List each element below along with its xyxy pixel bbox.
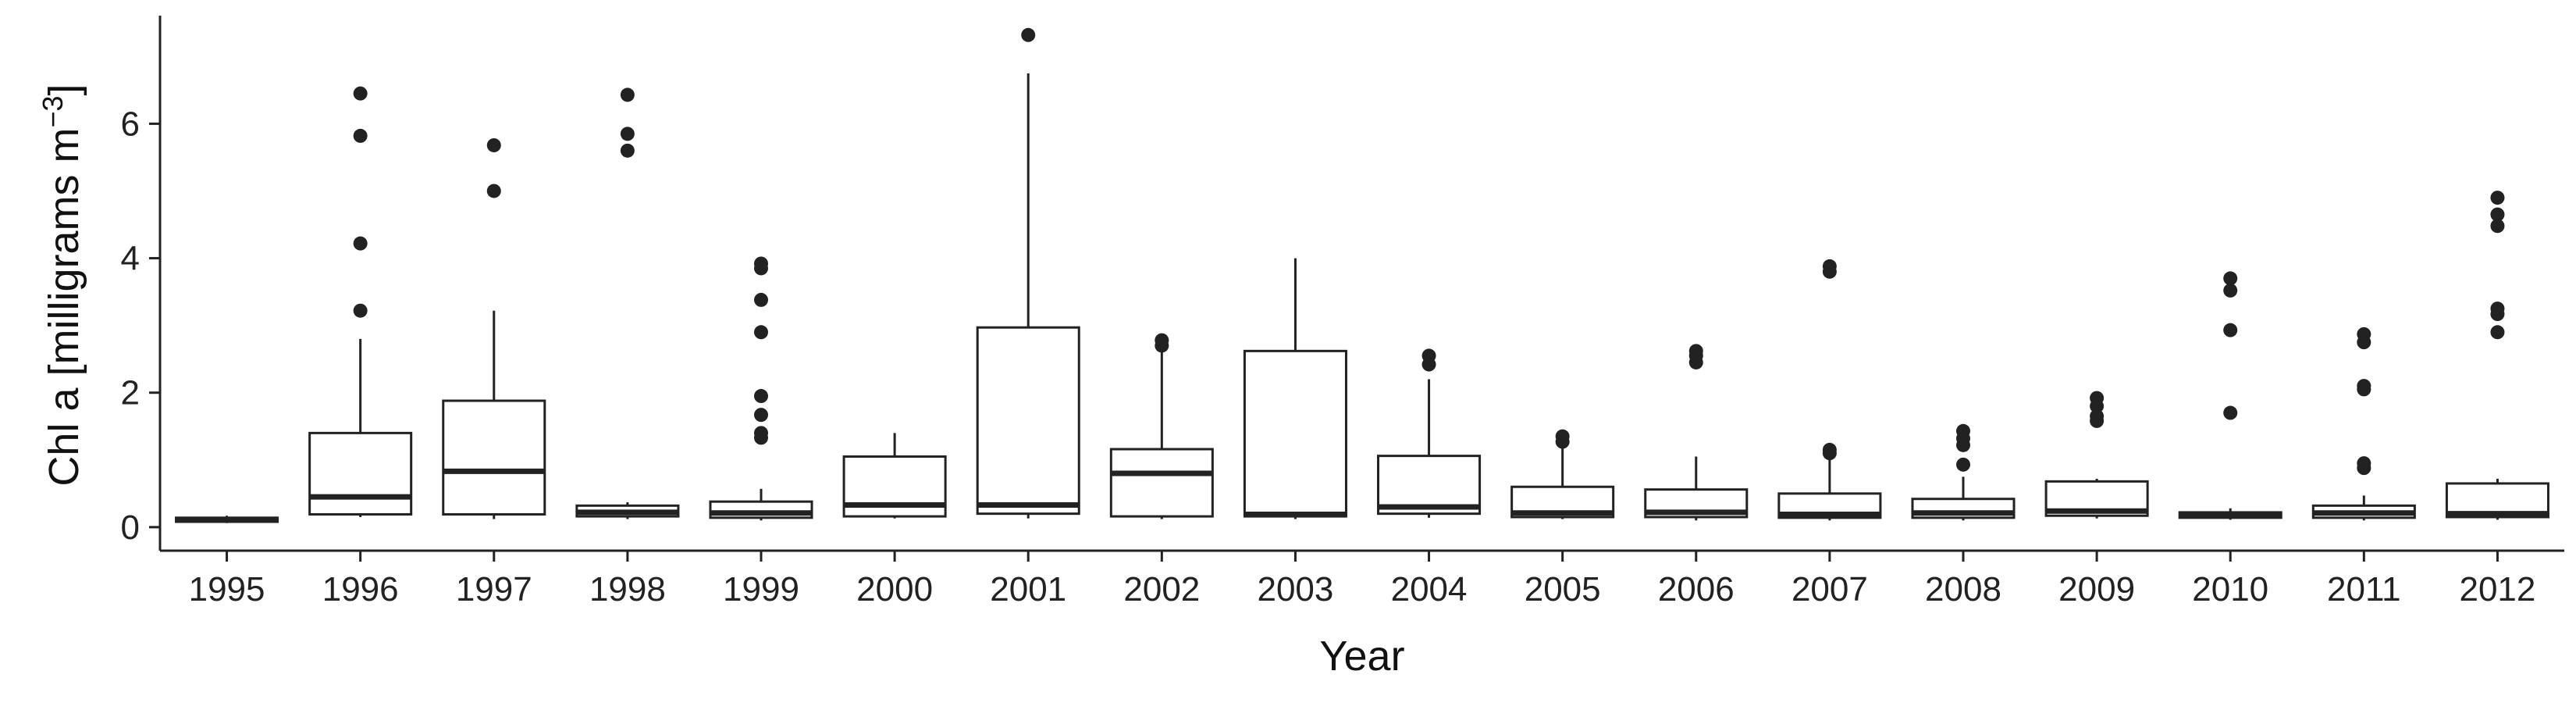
iqr-box — [1377, 455, 1482, 516]
x-tick-label: 2010 — [2192, 570, 2268, 608]
outlier-point — [2357, 456, 2371, 471]
box-2001 — [976, 27, 1080, 519]
box-1997 — [442, 137, 546, 519]
outlier-point — [486, 137, 501, 152]
outlier-point — [2090, 391, 2105, 405]
iqr-box — [976, 326, 1080, 516]
outlier-point — [2223, 283, 2238, 298]
x-tick-label: 1999 — [723, 570, 799, 608]
y-tick-label: 4 — [121, 240, 140, 278]
x-tick-label: 2003 — [1257, 570, 1333, 608]
outlier-point — [754, 256, 768, 271]
outlier-point — [2357, 379, 2371, 394]
x-tick-label: 2004 — [1391, 570, 1468, 608]
x-tick-label: 1997 — [456, 570, 532, 608]
x-tick-label: 2009 — [2058, 570, 2135, 608]
outlier-point — [353, 236, 368, 251]
x-tick-label: 1995 — [189, 570, 265, 608]
y-axis-title-end: ] — [41, 84, 87, 95]
x-tick-label: 2005 — [1525, 570, 1601, 608]
box-1995 — [175, 516, 279, 523]
y-axis-ticks: 0 2 4 6 — [121, 105, 160, 547]
box-2006 — [1644, 344, 1749, 521]
y-axis-title-superscript: −3 — [37, 95, 69, 127]
box-2011 — [2311, 327, 2416, 521]
outlier-point — [1421, 348, 1436, 363]
x-axis-title: Year — [1319, 633, 1404, 680]
iqr-box — [308, 431, 413, 516]
x-tick-label: 1998 — [589, 570, 666, 608]
outlier-point — [2490, 302, 2505, 316]
x-tick-label: 2007 — [1791, 570, 1868, 608]
outlier-point — [754, 408, 768, 423]
x-tick-label: 2011 — [2327, 570, 2401, 608]
box-2003 — [1243, 258, 1347, 519]
y-tick-label: 0 — [121, 509, 140, 547]
box-1998 — [575, 87, 680, 519]
x-tick-label: 2006 — [1658, 570, 1735, 608]
box-2004 — [1377, 348, 1482, 518]
box-1999 — [709, 256, 813, 521]
outlier-point — [754, 426, 768, 441]
y-tick-label: 6 — [121, 105, 140, 143]
iqr-box — [1109, 448, 1214, 518]
x-tick-label: 1996 — [322, 570, 399, 608]
outlier-point — [1155, 333, 1169, 348]
iqr-box — [1243, 349, 1347, 518]
outlier-point — [2090, 409, 2105, 423]
box-2009 — [2044, 391, 2149, 519]
outlier-point — [1822, 442, 1837, 457]
outlier-point — [1956, 423, 1970, 438]
box-2008 — [1911, 423, 2016, 521]
outlier-point — [2490, 191, 2505, 205]
outlier-point — [2357, 327, 2371, 341]
outlier-point — [754, 389, 768, 404]
x-tick-label: 2008 — [1925, 570, 2001, 608]
outlier-point — [1956, 457, 1970, 472]
outlier-point — [620, 143, 635, 158]
outlier-point — [1555, 429, 1570, 444]
x-axis-ticks: 1995 1996 1997 1998 1999 2000 2001 2002 2003 2004… — [189, 551, 2535, 608]
box-2007 — [1777, 259, 1882, 521]
x-tick-label: 2002 — [1123, 570, 1200, 608]
outlier-point — [2223, 271, 2238, 286]
outlier-point — [620, 87, 635, 102]
box-2002 — [1109, 333, 1214, 519]
outlier-point — [2490, 325, 2505, 340]
outlier-point — [353, 86, 368, 101]
outlier-point — [1021, 27, 1036, 42]
outlier-point — [620, 127, 635, 141]
y-tick-label: 2 — [121, 374, 140, 412]
outlier-point — [2490, 219, 2505, 234]
y-axis-title-main: Chl a [milligrams m — [41, 128, 87, 487]
outlier-point — [353, 303, 368, 318]
outlier-point — [353, 128, 368, 143]
box-2012 — [2445, 191, 2549, 520]
x-tick-label: 2000 — [856, 570, 933, 608]
outlier-point — [754, 292, 768, 307]
outlier-point — [2223, 323, 2238, 337]
box-2005 — [1510, 429, 1615, 519]
box-2010 — [2178, 271, 2282, 520]
x-tick-label: 2001 — [990, 570, 1066, 608]
outlier-point — [1688, 344, 1703, 359]
outlier-point — [1822, 259, 1837, 273]
boxes-group — [175, 27, 2549, 523]
box-2000 — [842, 433, 947, 519]
box-1996 — [308, 86, 413, 517]
x-tick-label: 2012 — [2459, 570, 2535, 608]
outlier-point — [486, 184, 501, 198]
outlier-point — [2490, 207, 2505, 222]
outlier-point — [754, 325, 768, 340]
y-axis-title: Chl a [milligrams m−3] — [37, 84, 87, 486]
outlier-point — [2223, 405, 2238, 420]
iqr-box — [442, 399, 546, 516]
